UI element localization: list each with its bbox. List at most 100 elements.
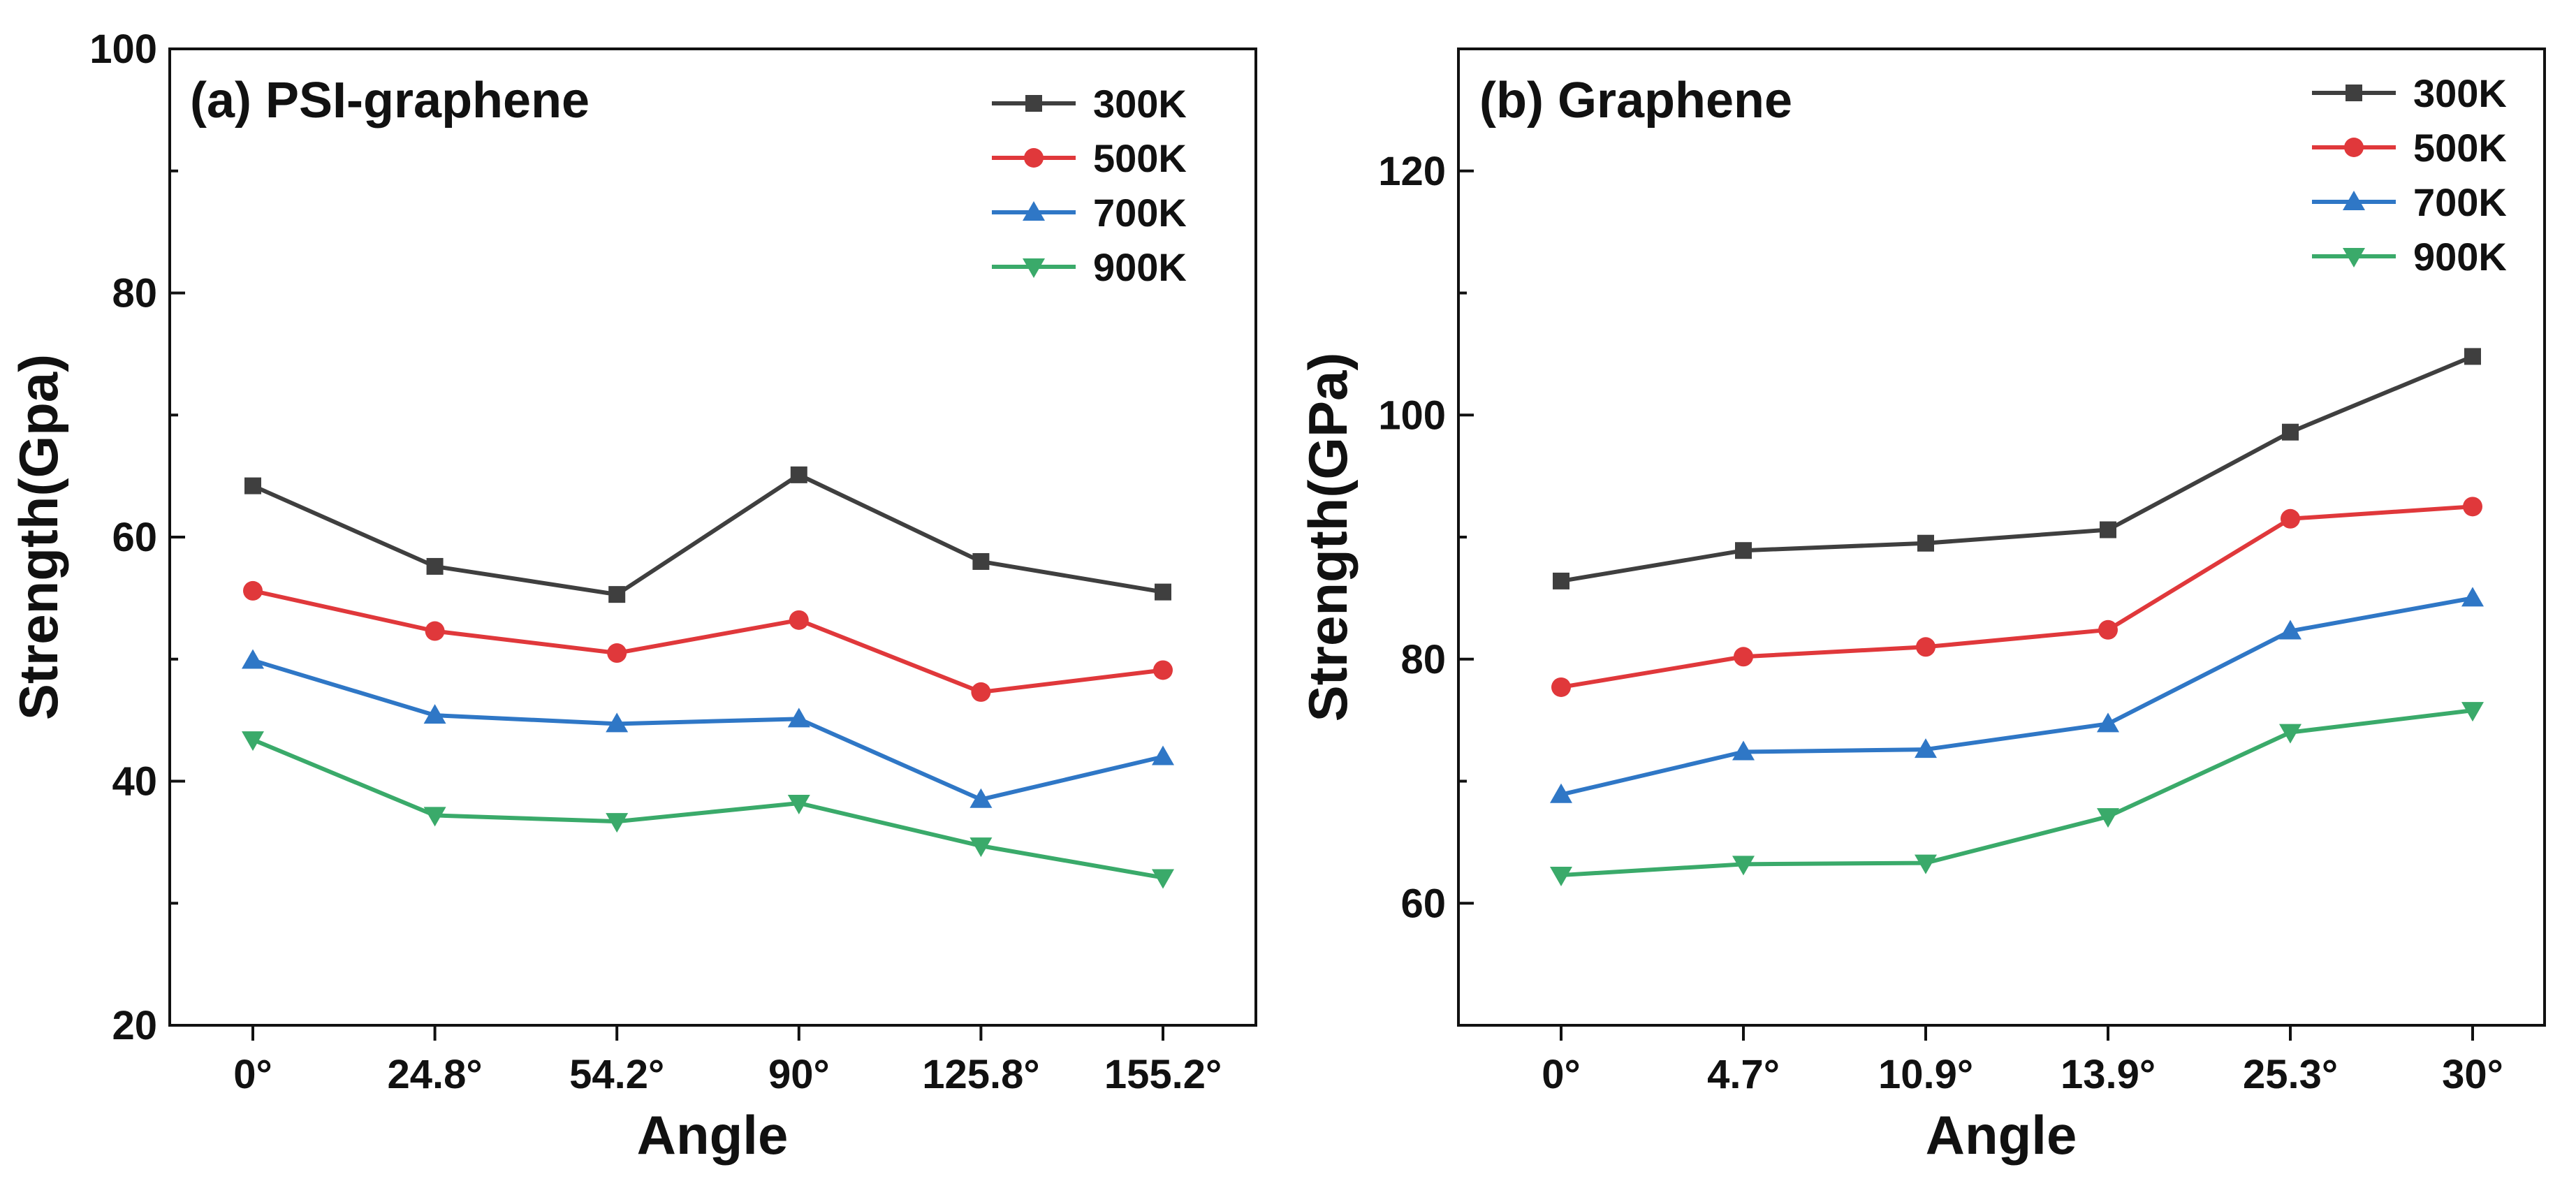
x-tick-label: 4.7° <box>1707 1052 1780 1097</box>
y-tick-label: 20 <box>112 1003 157 1048</box>
data-point-300k <box>1155 583 1171 601</box>
legend-label-900k: 900K <box>1093 245 1187 289</box>
y-tick-label: 100 <box>1378 393 1446 438</box>
legend-label-500k: 500K <box>2413 126 2507 170</box>
panel-a-legend: 300K 500K 700K 900K <box>992 82 1187 289</box>
legend-label-300k: 300K <box>2413 71 2507 115</box>
x-tick-label: 30° <box>2442 1052 2503 1097</box>
x-tick-label: 10.9° <box>1878 1052 1973 1097</box>
data-point-900k <box>1915 854 1937 874</box>
y-tick-label: 60 <box>112 515 157 560</box>
x-tick-label: 90° <box>768 1052 830 1097</box>
x-tick-label: 25.3° <box>2243 1052 2338 1097</box>
y-tick-label: 100 <box>89 27 157 72</box>
data-point-700k <box>606 712 629 733</box>
legend-label-900k: 900K <box>2413 235 2507 279</box>
data-point-500k <box>1734 647 1753 667</box>
y-tick-label: 40 <box>112 759 157 805</box>
panel-b: (b) Graphene Angle Strength(GPa) 60 80 100… <box>1297 47 2546 1166</box>
data-point-700k <box>423 704 446 724</box>
legend-label-300k: 300K <box>1093 82 1187 126</box>
series-line-900k <box>251 738 1164 880</box>
panel-a-x-axis-label: Angle <box>637 1104 789 1166</box>
data-point-900k <box>1152 869 1174 889</box>
series-line-900k <box>1560 708 2473 878</box>
y-tick-label: 80 <box>112 271 157 316</box>
y-tick-label: 120 <box>1378 149 1446 194</box>
data-point-500k <box>607 643 627 664</box>
data-point-900k <box>1732 856 1755 876</box>
legend-swatch-marker-300k <box>1025 95 1042 112</box>
data-point-300k <box>426 557 444 575</box>
panel-a-title: (a) PSI-graphene <box>190 73 590 129</box>
panel-a-series <box>242 466 1174 889</box>
data-point-300k <box>244 477 261 494</box>
series-line-700k <box>252 658 1164 802</box>
panel-b-title: (b) Graphene <box>1479 73 1792 129</box>
x-tick-label: 155.2° <box>1104 1052 1222 1097</box>
data-point-700k <box>2097 712 2119 733</box>
x-tick-label: 24.8° <box>388 1052 483 1097</box>
x-tick-label: 13.9° <box>2061 1052 2156 1097</box>
data-point-700k <box>1152 745 1174 765</box>
legend-swatch-marker-900k <box>1023 258 1045 278</box>
data-point-300k <box>2282 423 2299 441</box>
data-point-500k <box>971 682 991 702</box>
data-point-900k <box>787 794 810 814</box>
data-point-300k <box>2100 521 2116 538</box>
data-point-700k <box>969 788 993 808</box>
series-line-500k <box>252 588 1164 694</box>
legend-swatch-marker-500k <box>2344 138 2364 157</box>
series-line-700k <box>1560 596 2473 797</box>
data-point-500k <box>2463 497 2482 517</box>
data-point-500k <box>1916 637 1935 657</box>
panel-b-x-ticks: 0° 4.7° 10.9° 13.9° 25.3° 30° <box>1542 1025 2503 1097</box>
data-point-900k <box>423 807 446 827</box>
legend-label-500k: 500K <box>1093 136 1187 180</box>
data-point-700k <box>1915 738 1937 758</box>
data-point-500k <box>1153 660 1173 680</box>
x-tick-label: 0° <box>1542 1052 1580 1097</box>
data-point-900k <box>606 813 629 833</box>
data-point-900k <box>969 837 993 858</box>
data-point-500k <box>789 610 809 630</box>
y-tick-label: 80 <box>1400 637 1446 682</box>
data-point-900k <box>2461 702 2484 722</box>
data-point-700k <box>2461 587 2484 607</box>
panel-a-y-ticks: 20 40 60 80 100 <box>89 27 185 1048</box>
panel-b-y-ticks: 60 80 100 120 <box>1378 47 1474 1027</box>
legend-swatch-marker-500k <box>1024 148 1044 168</box>
legend-swatch-marker-900k <box>2343 248 2365 267</box>
legend-swatch-marker-300k <box>2346 85 2362 101</box>
data-point-300k <box>972 552 990 570</box>
data-point-700k <box>1732 740 1755 761</box>
data-point-500k <box>2281 508 2300 529</box>
legend-label-700k: 700K <box>1093 191 1187 235</box>
y-tick-label: 60 <box>1400 881 1446 926</box>
panel-a-y-axis-label: Strength(Gpa) <box>8 354 69 720</box>
data-point-700k <box>787 708 810 728</box>
data-point-700k <box>1550 783 1572 803</box>
panel-a-x-ticks: 0° 24.8° 54.2° 90° 125.8° 155.2° <box>233 1025 1222 1097</box>
data-point-500k <box>425 621 445 641</box>
legend-swatch-marker-700k <box>2343 191 2365 210</box>
data-point-900k <box>242 731 264 752</box>
data-point-700k <box>242 649 264 669</box>
data-point-300k <box>608 586 626 603</box>
data-point-900k <box>2097 808 2119 828</box>
x-tick-label: 0° <box>233 1052 272 1097</box>
data-point-900k <box>1550 867 1572 887</box>
data-point-300k <box>2464 348 2481 365</box>
panel-b-y-axis-label: Strength(GPa) <box>1297 353 1359 722</box>
panel-b-series <box>1550 348 2484 887</box>
data-point-300k <box>1553 572 1569 589</box>
data-point-900k <box>2279 724 2301 744</box>
x-tick-label: 125.8° <box>922 1052 1039 1097</box>
legend-swatch-marker-700k <box>1023 201 1045 221</box>
data-point-500k <box>243 580 263 601</box>
data-point-500k <box>2098 620 2118 640</box>
data-point-700k <box>2279 620 2301 640</box>
data-point-500k <box>1551 677 1571 697</box>
